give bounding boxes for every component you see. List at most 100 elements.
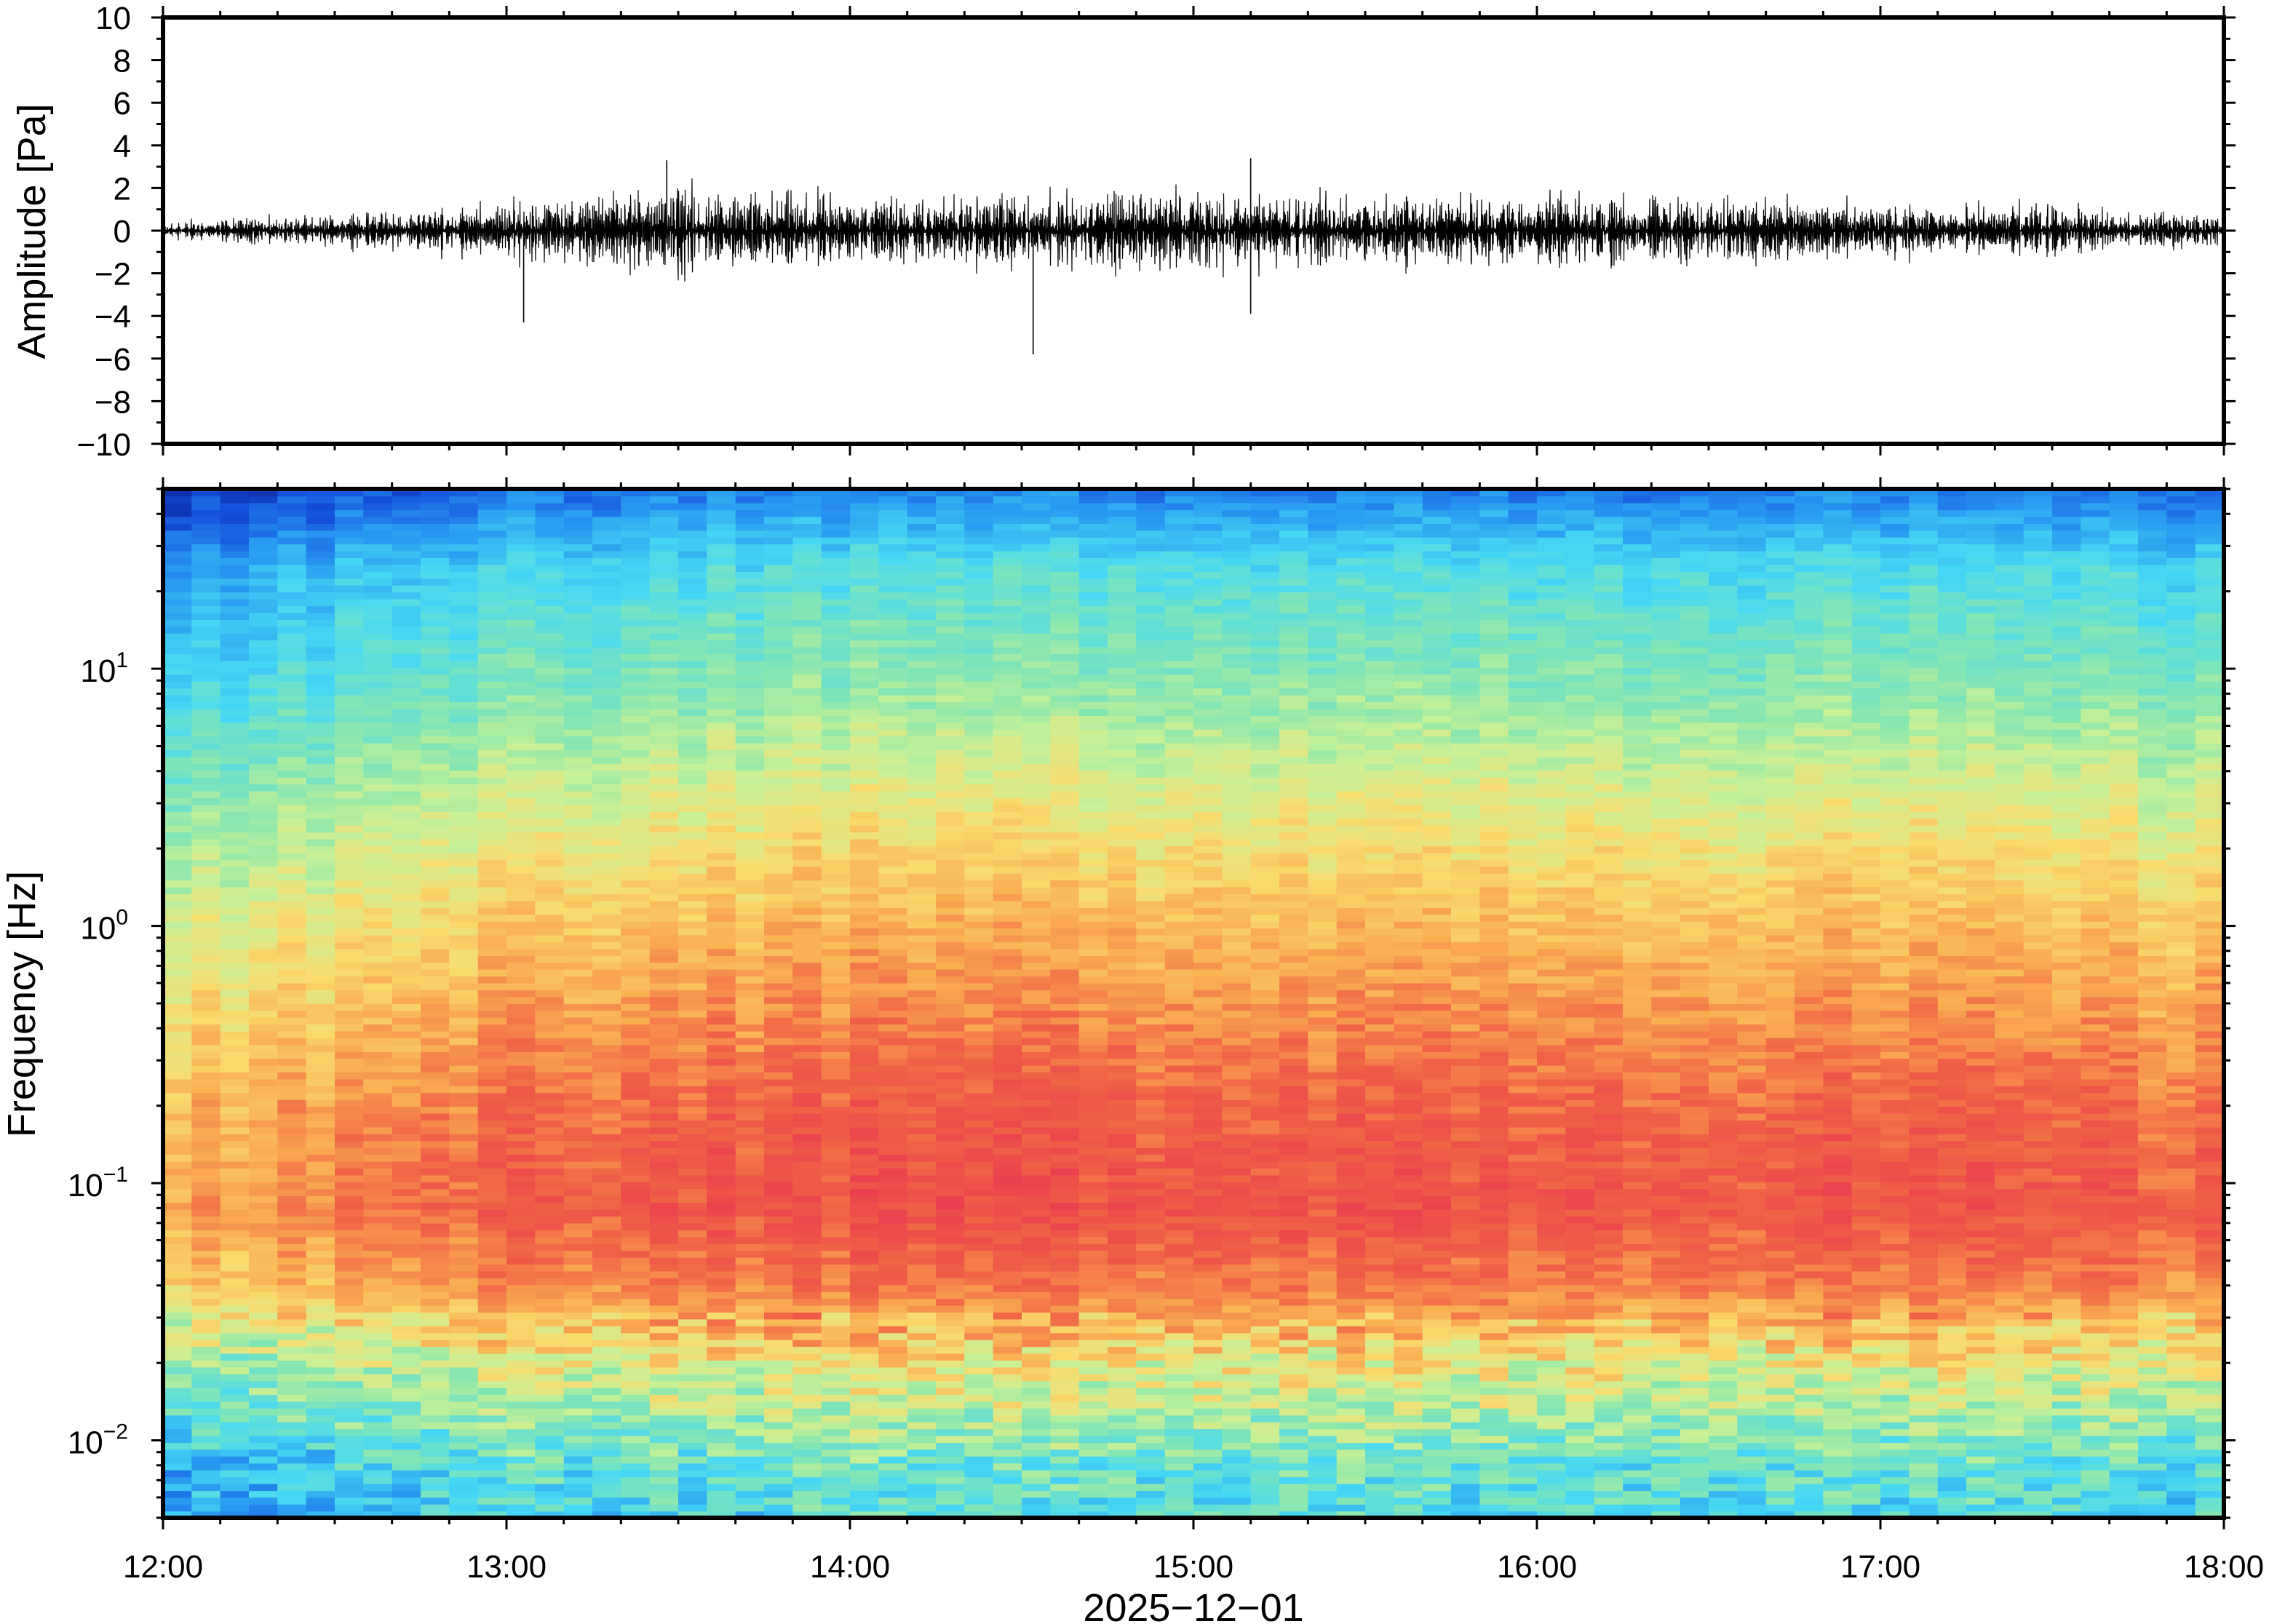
spectrogram-cell [1937,1126,1967,1134]
spectrogram-cell [2138,1435,2168,1444]
spectrogram-cell [1164,1305,1194,1313]
spectrogram-cell [2023,1291,2053,1299]
spectrogram-cell [2023,1422,2053,1430]
spectrogram-cell [1709,1380,1738,1388]
spectrogram-cell [506,1112,536,1121]
spectrogram-cell [964,1380,994,1388]
spectrogram-cell [1765,1216,1795,1224]
spectrogram-cell [1765,1360,1795,1368]
spectrogram-cell [1537,1318,1567,1326]
spectrogram-cell [964,1072,994,1080]
spectrogram-cell [1078,1360,1108,1368]
spectrogram-cell [1594,1442,1624,1450]
spectrogram-cell [1136,1230,1166,1238]
spectrogram-cell [678,1353,708,1361]
spectrogram-cell [993,1174,1022,1182]
spectrogram-cell [1193,1078,1223,1086]
spectrogram-cell [363,1106,393,1114]
spectrogram-cell [1651,1291,1681,1299]
spectrogram-cell [163,1092,193,1100]
spectrogram-cell [1136,1270,1166,1278]
spectrogram-cell [1795,1154,1824,1162]
spectrogram-cell [2052,1305,2082,1313]
spectrogram-cell [993,1497,1022,1505]
spectrogram-cell [1966,1346,1996,1354]
spectrogram-cell [1537,1483,1567,1492]
spectrogram-cell [1193,1442,1223,1450]
spectrogram-cell [2081,1366,2110,1374]
spectrogram-cell [163,1284,193,1292]
spectrogram-cell [335,1222,365,1230]
spectrogram-cell [1365,1112,1395,1121]
spectrogram-cell [392,1264,421,1272]
spectrogram-cell [392,1120,421,1128]
spectrogram-cell [1136,1092,1166,1100]
spectrogram-cell [477,1236,507,1244]
spectrogram-cell [678,1250,708,1258]
spectrogram-cell [850,1112,880,1121]
spectrogram-cell [421,1312,450,1320]
spectrogram-cell [392,1483,421,1492]
spectrogram-cell [1537,1230,1567,1238]
spectrogram-cell [878,1408,908,1416]
spectrogram-cell [649,1092,679,1100]
spectrogram-cell [878,1360,908,1368]
spectrogram-cell [1537,1332,1567,1340]
spectrogram-cell [191,1456,221,1464]
spectrogram-cell [1995,1182,2024,1190]
spectrogram-cell [707,1380,736,1388]
spectrogram-cell [363,1064,393,1072]
spectrogram-cell [220,1326,250,1334]
spectrogram-cell [707,1360,736,1368]
spectrogram-cell [2081,1483,2110,1492]
spectrogram-cell [1651,1222,1681,1230]
spectrogram-cell [2195,1449,2224,1457]
spectrogram-cell [936,1353,966,1361]
spectrogram-cell [1909,1428,1939,1436]
spectrogram-cell [1594,1270,1624,1278]
spectrogram-cell [907,1112,937,1121]
spectrogram-cell [678,1428,708,1436]
spectrogram-cell [792,1126,822,1134]
spectrogram-cell [707,1510,736,1518]
spectrogram-cell [2195,1414,2224,1422]
spectrogram-cell [1995,1326,2024,1334]
spectrogram-cell [535,1298,565,1306]
spectrogram-cell [1222,1312,1252,1320]
spectrogram-cell [1565,1339,1595,1348]
spectrogram-cell [1422,1374,1452,1382]
spectrogram-cell [1880,1140,1910,1148]
spectrogram-cell [936,1278,966,1286]
spectrogram-cell [907,1182,937,1190]
spectrogram-cell [1594,1298,1624,1306]
spectrogram-cell [1308,1442,1338,1450]
spectrogram-cell [506,1222,536,1230]
amplitude-tick-label: 2 [114,171,131,207]
spectrogram-cell [1394,1058,1423,1066]
spectrogram-cell [1709,1078,1738,1086]
spectrogram-cell [477,1374,507,1382]
spectrogram-cell [277,1120,307,1128]
spectrogram-cell [1222,1126,1252,1134]
spectrogram-cell [2138,1510,2168,1518]
spectrogram-cell [1365,1230,1395,1238]
spectrogram-cell [936,1230,966,1238]
spectrogram-cell [1623,1064,1653,1072]
spectrogram-cell [2081,1112,2110,1121]
spectrogram-cell [821,1504,851,1512]
spectrogram-cell [678,1202,708,1210]
spectrogram-cell [1022,1112,1052,1121]
spectrogram-cell [2195,1064,2224,1072]
spectrogram-cell [1623,1374,1653,1382]
spectrogram-cell [2109,1250,2139,1258]
spectrogram-cell [2052,1236,2082,1244]
spectrogram-cell [592,1147,622,1155]
spectrogram-cell [1680,1168,1709,1176]
spectrogram-cell [477,1106,507,1114]
spectrogram-cell [1851,1312,1881,1320]
spectrogram-cell [993,1236,1022,1244]
spectrogram-cell [993,1318,1022,1326]
spectrogram-cell [1937,1346,1967,1354]
spectrogram-cell [1336,1380,1366,1388]
spectrogram-cell [2138,1394,2168,1402]
